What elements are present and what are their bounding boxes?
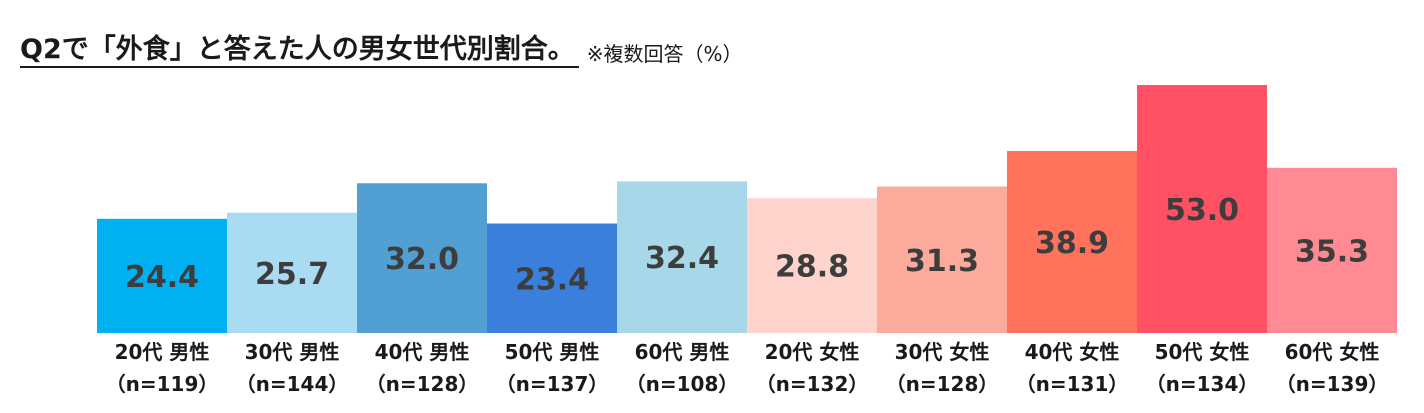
bar-group: 25.7 30代 男性 （n=144） xyxy=(227,212,357,396)
category-sample-size: （n=108） xyxy=(626,372,739,396)
data-label: 53.0 xyxy=(1165,193,1239,228)
bar-group: 53.0 50代 女性 （n=134） xyxy=(1137,85,1267,396)
category-sample-size: （n=131） xyxy=(1016,372,1129,396)
bar-group: 31.3 30代 女性 （n=128） xyxy=(877,186,1007,396)
category-label: 60代 女性 xyxy=(1285,340,1380,364)
bar-group: 32.4 60代 男性 （n=108） xyxy=(617,181,747,396)
bar-group: 32.0 40代 男性 （n=128） xyxy=(357,183,487,396)
bar-group: 24.4 20代 男性 （n=119） xyxy=(97,218,227,396)
category-sample-size: （n=128） xyxy=(366,372,479,396)
chart-subtitle: ※複数回答（%） xyxy=(586,42,743,66)
category-sample-size: （n=137） xyxy=(496,372,609,396)
category-label: 30代 女性 xyxy=(895,340,990,364)
data-label: 25.7 xyxy=(255,257,329,292)
category-label: 40代 女性 xyxy=(1025,340,1120,364)
category-label: 20代 女性 xyxy=(765,340,860,364)
chart-title: Q2で「外食」と答えた人の男女世代別割合。 xyxy=(20,34,579,68)
bar xyxy=(357,183,487,333)
category-sample-size: （n=144） xyxy=(236,372,349,396)
chart-title-row: Q2で「外食」と答えた人の男女世代別割合。 ※複数回答（%） xyxy=(20,20,743,68)
category-label: 40代 男性 xyxy=(375,340,470,364)
data-label: 32.0 xyxy=(385,242,459,277)
category-sample-size: （n=134） xyxy=(1146,372,1259,396)
data-label: 32.4 xyxy=(645,241,719,276)
data-label: 31.3 xyxy=(905,244,979,279)
data-label: 24.4 xyxy=(125,260,199,295)
bar xyxy=(1137,85,1267,333)
bar xyxy=(227,212,357,333)
category-label: 60代 男性 xyxy=(635,340,730,364)
bar-group: 28.8 20代 女性 （n=132） xyxy=(747,198,877,396)
category-label: 50代 男性 xyxy=(505,340,600,364)
category-sample-size: （n=132） xyxy=(756,372,869,396)
data-label: 35.3 xyxy=(1295,234,1369,269)
category-sample-size: （n=119） xyxy=(106,372,219,396)
category-sample-size: （n=139） xyxy=(1276,372,1389,396)
category-label: 50代 女性 xyxy=(1155,340,1250,364)
category-label: 30代 男性 xyxy=(245,340,340,364)
category-sample-size: （n=128） xyxy=(886,372,999,396)
bar xyxy=(1007,150,1137,333)
bar-group: 38.9 40代 女性 （n=131） xyxy=(1007,150,1137,396)
bar xyxy=(747,198,877,333)
data-label: 23.4 xyxy=(515,262,589,297)
bar xyxy=(97,218,227,333)
category-label: 20代 男性 xyxy=(115,340,210,364)
bar xyxy=(617,181,747,333)
bar-group: 23.4 50代 男性 （n=137） xyxy=(487,223,617,396)
bar xyxy=(1267,167,1397,333)
bar xyxy=(877,186,1007,333)
bar-group: 35.3 60代 女性 （n=139） xyxy=(1267,167,1397,396)
bar xyxy=(487,223,617,333)
data-label: 28.8 xyxy=(775,250,849,285)
data-label: 38.9 xyxy=(1035,226,1109,261)
